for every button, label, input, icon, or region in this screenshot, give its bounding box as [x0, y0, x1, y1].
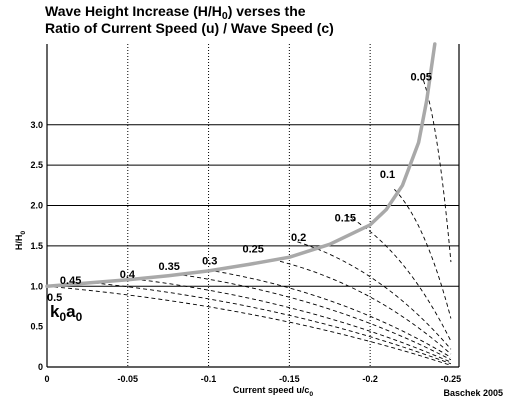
y-tick-label: 2.5 [30, 160, 43, 170]
steepness-curve [345, 214, 452, 342]
x-tick-label: -0.25 [441, 374, 462, 384]
series-group [45, 42, 437, 289]
y-tick-label: 0.5 [30, 322, 43, 332]
steepness-dashed-curves [46, 80, 452, 366]
y-tick-label: 2.0 [30, 201, 43, 211]
y-tick-label: 1.5 [30, 241, 43, 251]
series-line [45, 42, 437, 289]
y-tick-label: 3.0 [30, 120, 43, 130]
steepness-curve [273, 259, 452, 355]
steepness-curve [423, 80, 452, 263]
steepness-curve [87, 281, 452, 365]
steepness-label: 0.35 [158, 261, 179, 273]
y-tick-label: 0 [38, 362, 43, 372]
x-tick-label: -0.2 [362, 374, 378, 384]
x-axis-label: Current speed u/c0 [233, 385, 314, 398]
x-tick-label: 0 [44, 374, 49, 384]
credit-label: Baschek 2005 [443, 388, 503, 398]
y-axis-label: H/H0 [14, 231, 27, 251]
steepness-curve [46, 285, 452, 366]
steepness-label: 0.5 [47, 292, 62, 304]
chart-title-line: Ratio of Current Speed (u) / Wave Speed … [45, 20, 334, 36]
steepness-curve [176, 273, 452, 361]
x-tick-label: -0.05 [118, 374, 139, 384]
steepness-label: 0.15 [335, 213, 356, 225]
chart-title-line: Wave Height Increase (H/H0) verses the [45, 3, 306, 22]
steepness-label: 0.4 [120, 269, 136, 281]
steepness-label: 0.05 [411, 71, 432, 83]
steepness-label: 0.45 [60, 275, 81, 287]
tick-labels: 0 0.5 1.0 1.5 2.0 2.5 3.0 0 -0.05 -0.1 -0.15 -0.2 -0… [14, 120, 503, 398]
axes [46, 44, 460, 368]
steepness-label: 0.25 [242, 243, 263, 255]
steepness-label: 0.1 [380, 169, 395, 181]
x-tick-label: -0.15 [279, 374, 300, 384]
grid [47, 44, 459, 367]
steepness-label: 0.2 [291, 232, 306, 244]
steepness-curve [297, 241, 452, 350]
chart-title: Wave Height Increase (H/H0) verses theRa… [45, 3, 334, 36]
x-tick-label: -0.1 [201, 374, 217, 384]
y-tick-label: 1.0 [30, 281, 43, 291]
steepness-curve [394, 189, 452, 319]
steepness-label: 0.3 [202, 255, 217, 267]
steepness-curve [208, 269, 452, 358]
steepness-param-label: k0a0 [50, 302, 83, 324]
